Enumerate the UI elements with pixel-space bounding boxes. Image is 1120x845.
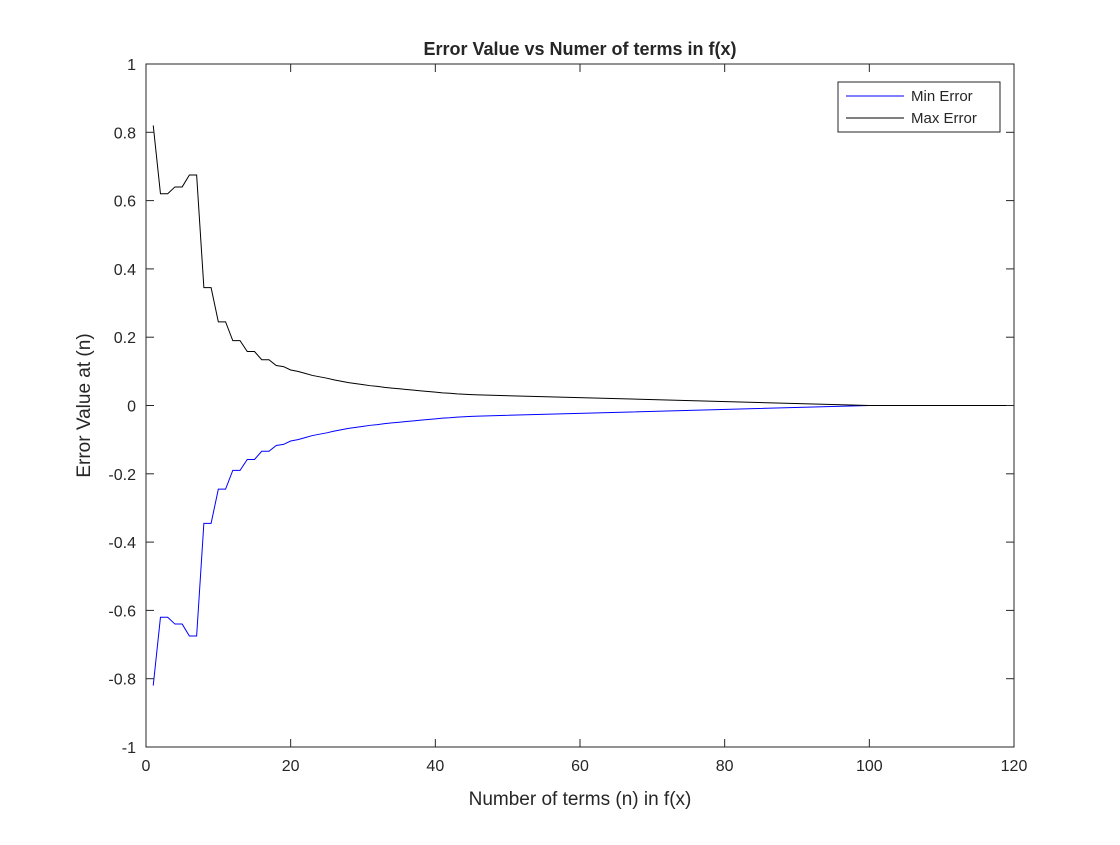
x-tick-label: 0	[142, 758, 151, 775]
legend-entry-max-error: Max Error	[911, 110, 977, 127]
y-tick-label: -0.8	[108, 672, 136, 689]
y-tick-label: -0.6	[108, 603, 136, 620]
y-tick-label: 0.6	[114, 194, 136, 211]
x-tick-label: 80	[716, 758, 734, 775]
series-line-min-error	[152, 405, 1014, 686]
legend: Min Error Max Error	[837, 81, 1001, 133]
x-tick-label: 120	[1001, 758, 1028, 775]
y-tick-label: 0.4	[114, 262, 136, 279]
y-tick-label: -1	[122, 740, 136, 757]
series-layer	[152, 125, 1014, 686]
series-line-max-error	[152, 125, 1014, 406]
y-tick-label: 0.8	[114, 125, 136, 142]
legend-box	[837, 81, 1001, 133]
x-axis-label: Number of terms (n) in f(x)	[469, 789, 692, 810]
y-tick-label: 1	[127, 57, 136, 74]
y-tick-label: 0	[127, 399, 136, 416]
legend-entry-min-error: Min Error	[911, 88, 973, 105]
x-tick-label: 100	[856, 758, 883, 775]
y-axis-label: Error Value at (n)	[74, 333, 95, 477]
x-tick-label: 60	[571, 758, 589, 775]
chart-title: Error Value vs Numer of terms in f(x)	[423, 39, 736, 59]
x-tick-label: 20	[282, 758, 300, 775]
x-tick-label: 40	[426, 758, 444, 775]
ticks-layer: 0 20 40 60 80 100 120 -1 -0.8 -0.6 -0.4 -0.2 0 0.2 0.4…	[108, 57, 1027, 775]
y-tick-label: 0.2	[114, 330, 136, 347]
y-tick-label: -0.4	[108, 535, 136, 552]
y-tick-label: -0.2	[108, 467, 136, 484]
